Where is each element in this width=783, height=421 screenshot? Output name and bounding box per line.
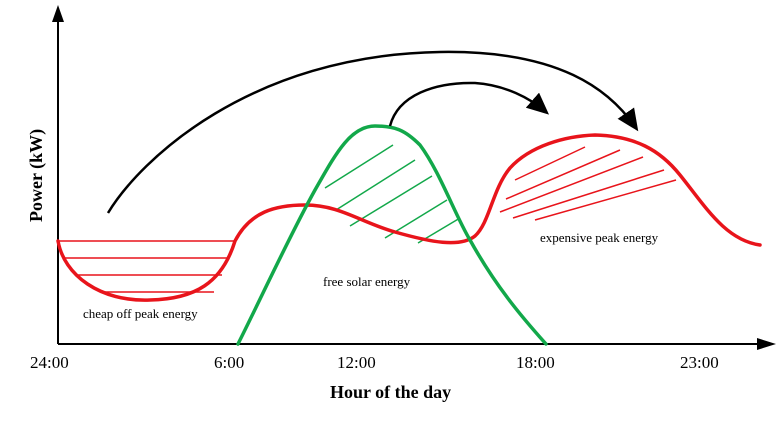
peak-hatch [499,146,677,221]
shift-arrow-solar-to-peak [388,81,550,127]
x-tick-label: 18:00 [516,353,555,372]
solar-hatch [324,144,461,244]
x-tick-label: 12:00 [337,353,376,372]
solar-curve [236,124,548,346]
off-peak-hatch [58,240,235,293]
x-tick-label: 23:00 [680,353,719,372]
demand-curve [56,133,762,302]
y-axis-title: Power (kW) [26,129,47,222]
y-axis-arrowhead [52,5,64,22]
annotation-off-peak: cheap off peak energy [83,306,198,321]
annotation-peak: expensive peak energy [540,230,659,245]
annotation-solar: free solar energy [323,274,411,289]
x-tick-label: 24:00 [30,353,69,372]
shift-arrow-offpeak-to-peak [106,50,639,214]
x-tick-label: 6:00 [214,353,244,372]
x-axis-title: Hour of the day [330,382,451,402]
x-axis-arrowhead [757,338,776,350]
